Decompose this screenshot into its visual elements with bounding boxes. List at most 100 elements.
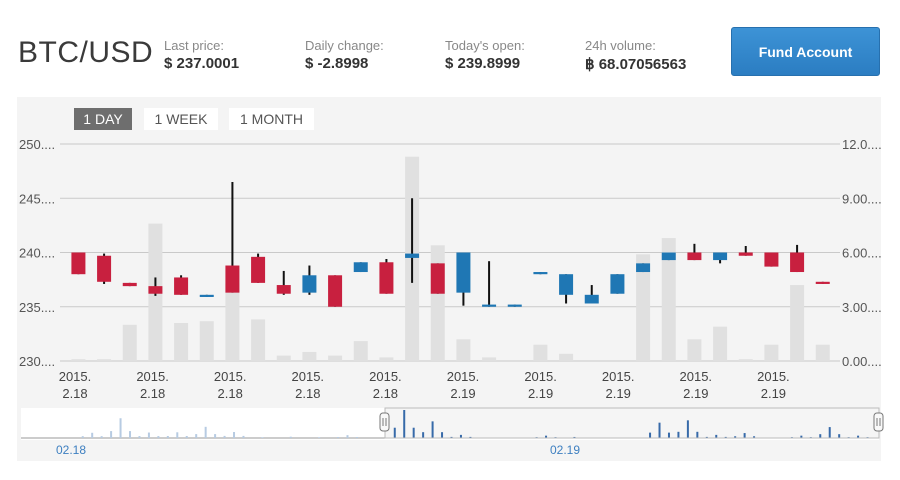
volume-label: 24h volume: bbox=[585, 38, 656, 53]
candle-body[interactable] bbox=[276, 285, 291, 294]
x-tick-label: 2015. bbox=[369, 369, 402, 384]
x-tick-label: 2015. bbox=[136, 369, 169, 384]
y-tick-right: 12.0.... bbox=[842, 137, 882, 152]
volume-bar bbox=[97, 359, 112, 361]
navigator-bar bbox=[545, 435, 548, 438]
grid-lines bbox=[60, 143, 840, 362]
candle-body[interactable] bbox=[97, 255, 112, 282]
y-tick-left: 235.... bbox=[19, 300, 55, 315]
navigator-bar bbox=[857, 435, 860, 438]
tab-1-month[interactable]: 1 MONTH bbox=[229, 108, 314, 130]
volume-bar bbox=[456, 339, 471, 361]
candle-body[interactable] bbox=[584, 294, 599, 304]
x-tick-label: 2015. bbox=[59, 369, 92, 384]
candle-body[interactable] bbox=[661, 252, 676, 261]
candle-body[interactable] bbox=[636, 263, 651, 273]
candle-body[interactable] bbox=[174, 277, 189, 295]
volume-bar bbox=[713, 326, 728, 361]
navigator-bar bbox=[138, 436, 141, 438]
candle-body[interactable] bbox=[353, 262, 368, 273]
candle-body[interactable] bbox=[122, 282, 137, 287]
candle-body[interactable] bbox=[430, 263, 445, 294]
last-price-value: $ 237.0001 bbox=[164, 55, 240, 72]
y-tick-right: 3.00.... bbox=[842, 300, 882, 315]
candle-body[interactable] bbox=[790, 252, 805, 273]
navigator-right-handle[interactable] bbox=[873, 412, 884, 432]
navigator[interactable]: 02.18 02.19 bbox=[21, 407, 884, 457]
navigator-bar bbox=[800, 435, 803, 438]
navigator-label: 02.18 bbox=[56, 443, 86, 457]
candle-body[interactable] bbox=[533, 272, 548, 275]
volume-bar bbox=[122, 324, 137, 361]
navigator-bar bbox=[147, 432, 150, 438]
candle-body[interactable] bbox=[482, 304, 497, 307]
x-axis: 2015. 2.18 2015. 2.18 2015. 2.18 2015. 2.18 2015… bbox=[59, 369, 790, 401]
candle-body[interactable] bbox=[815, 281, 830, 284]
last-price-label: Last price: bbox=[164, 38, 224, 53]
candle-body[interactable] bbox=[738, 252, 753, 256]
candle-body[interactable] bbox=[199, 294, 214, 297]
x-tick-label: 2015. bbox=[292, 369, 325, 384]
candle-body[interactable] bbox=[713, 252, 728, 261]
volume-bar bbox=[379, 357, 394, 361]
candle-body[interactable] bbox=[764, 252, 779, 267]
navigator-bar bbox=[715, 434, 718, 438]
y-tick-right: 9.00.... bbox=[842, 191, 882, 206]
navigator-bar bbox=[649, 432, 652, 438]
left-axis: 250.... 245.... 240.... 235.... 230.... bbox=[19, 137, 55, 369]
navigator-bar bbox=[705, 436, 708, 438]
y-tick-left: 230.... bbox=[19, 354, 55, 369]
navigator-label: 02.19 bbox=[550, 443, 580, 457]
volume-bar bbox=[174, 323, 189, 361]
candle-body[interactable] bbox=[71, 252, 86, 275]
navigator-bar bbox=[743, 433, 746, 438]
x-tick-label: 2.19 bbox=[606, 386, 631, 401]
volume-bar bbox=[276, 355, 291, 361]
navigator-bar bbox=[734, 436, 737, 438]
navigator-bar bbox=[838, 434, 841, 438]
x-tick-label: 2015. bbox=[447, 369, 480, 384]
navigator-bar bbox=[233, 432, 236, 438]
volume-bar bbox=[482, 357, 497, 361]
candle-body[interactable] bbox=[559, 274, 574, 295]
candle-body[interactable] bbox=[148, 286, 163, 294]
navigator-bar bbox=[157, 436, 160, 438]
volume-bar bbox=[533, 344, 548, 361]
tab-1-day[interactable]: 1 DAY bbox=[74, 108, 132, 130]
navigator-bar bbox=[469, 436, 472, 438]
navigator-bar bbox=[129, 431, 132, 438]
candle-body[interactable] bbox=[610, 274, 625, 294]
volume-bar bbox=[815, 344, 830, 361]
todays-open-label: Today's open: bbox=[445, 38, 525, 53]
x-tick-label: 2.18 bbox=[218, 386, 243, 401]
navigator-bar bbox=[696, 431, 699, 438]
navigator-background bbox=[21, 408, 879, 440]
navigator-bar bbox=[459, 434, 462, 438]
navigator-bar bbox=[819, 434, 822, 438]
candle-body[interactable] bbox=[405, 253, 420, 258]
y-tick-left: 240.... bbox=[19, 246, 55, 261]
navigator-bar bbox=[828, 427, 831, 438]
candle-body[interactable] bbox=[687, 252, 702, 261]
candle-body[interactable] bbox=[328, 275, 343, 307]
candles bbox=[71, 181, 830, 307]
candle-body[interactable] bbox=[225, 265, 240, 293]
candle-body[interactable] bbox=[251, 256, 266, 283]
candle-body[interactable] bbox=[302, 275, 317, 293]
navigator-bar bbox=[185, 435, 188, 438]
last-price-stat: Last price: $ 237.0001 bbox=[164, 38, 239, 72]
volume-bar bbox=[687, 339, 702, 361]
navigator-bar bbox=[753, 436, 756, 438]
x-tick-label: 2.18 bbox=[62, 386, 87, 401]
x-tick-label: 2.19 bbox=[683, 386, 708, 401]
navigator-selection[interactable] bbox=[384, 407, 880, 439]
candle-body[interactable] bbox=[507, 304, 522, 307]
y-tick-right: 6.00.... bbox=[842, 246, 882, 261]
navigator-left-handle[interactable] bbox=[379, 412, 390, 432]
candle-body[interactable] bbox=[379, 262, 394, 294]
x-tick-label: 2015. bbox=[757, 369, 790, 384]
fund-account-button[interactable]: Fund Account bbox=[731, 27, 880, 76]
candle-body[interactable] bbox=[456, 252, 471, 293]
tab-1-week[interactable]: 1 WEEK bbox=[144, 108, 218, 130]
